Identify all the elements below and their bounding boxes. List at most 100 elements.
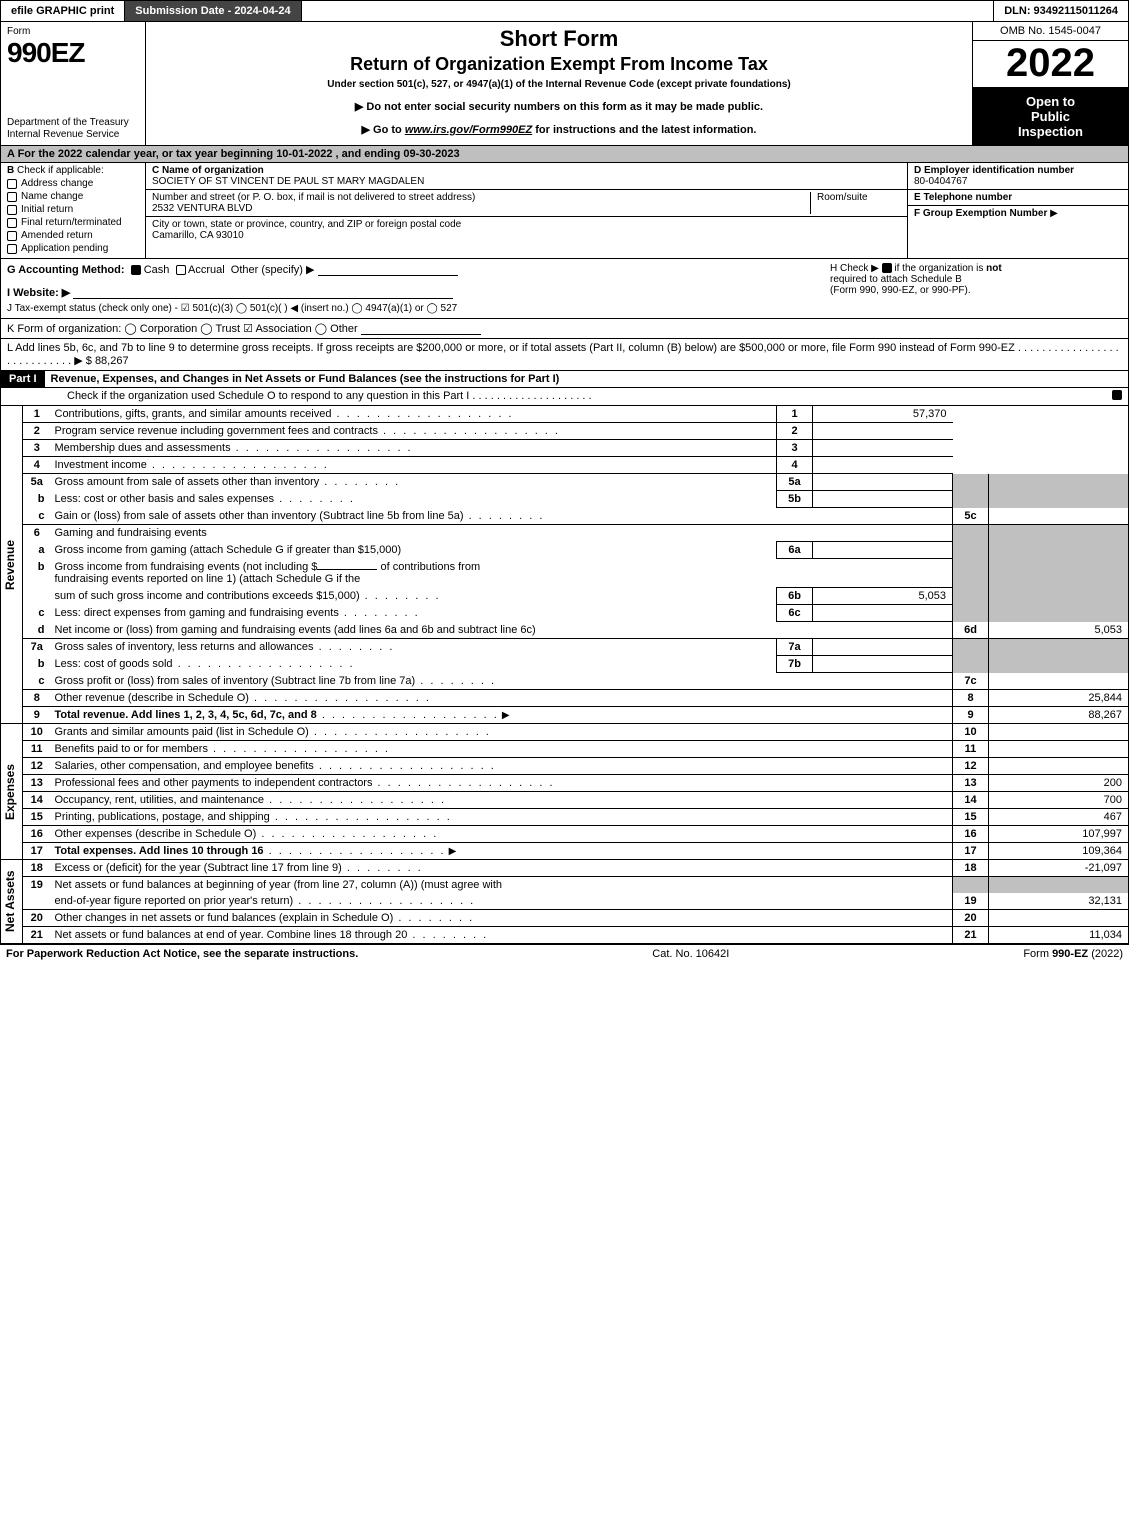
lbl-amended-return: Amended return [21, 230, 93, 241]
l3-num: 3 [23, 440, 51, 457]
l2-val [813, 423, 953, 440]
l5c-num: c [23, 508, 51, 525]
l3-rnum: 3 [777, 440, 813, 457]
h-text2: if the organization is [894, 263, 986, 274]
efile-print-button[interactable]: efile GRAPHIC print [1, 1, 125, 21]
l4-val [813, 457, 953, 474]
chk-initial-return[interactable] [7, 205, 17, 215]
l5a-mid: 5a [777, 474, 813, 491]
chk-address-change[interactable] [7, 179, 17, 189]
ein-value: 80-0404767 [914, 176, 967, 187]
l5b-rshade [953, 491, 989, 508]
l17-desc: Total expenses. Add lines 10 through 16 [55, 845, 264, 857]
box-c: C Name of organization SOCIETY OF ST VIN… [146, 163, 908, 258]
l17-num: 17 [23, 843, 51, 860]
chk-application-pending[interactable] [7, 244, 17, 254]
form-of-org: K Form of organization: ◯ Corporation ◯ … [7, 323, 358, 335]
l5b-num: b [23, 491, 51, 508]
h-text3: required to attach Schedule B [830, 274, 962, 285]
l6c-desc: Less: direct expenses from gaming and fu… [55, 607, 339, 619]
box-b-letter: B [7, 165, 14, 176]
l10-val [989, 724, 1129, 741]
l6-desc: Gaming and fundraising events [51, 525, 953, 542]
l13-num: 13 [23, 775, 51, 792]
h-not: not [986, 263, 1002, 274]
l6b-mval: 5,053 [813, 588, 953, 605]
expenses-table: 10Grants and similar amounts paid (list … [22, 724, 1129, 859]
l12-val [989, 758, 1129, 775]
omb-number: OMB No. 1545-0047 [973, 22, 1128, 41]
chk-final-return[interactable] [7, 218, 17, 228]
short-form-title: Short Form [152, 26, 966, 52]
arrow-icon [502, 709, 510, 721]
l21-num: 21 [23, 927, 51, 944]
form-number: 990EZ [7, 37, 139, 69]
header-center: Short Form Return of Organization Exempt… [146, 22, 973, 145]
l15-desc: Printing, publications, postage, and shi… [55, 811, 270, 823]
netassets-table: 18Excess or (deficit) for the year (Subt… [22, 860, 1129, 943]
l6b-rshade [953, 559, 989, 588]
l14-rnum: 14 [953, 792, 989, 809]
chk-accrual[interactable] [176, 265, 186, 275]
l9-val: 88,267 [989, 707, 1129, 724]
city-label: City or town, state or province, country… [152, 219, 901, 230]
l1-num: 1 [23, 406, 51, 423]
footer-mid: Cat. No. 10642I [652, 948, 729, 960]
l6d-num: d [23, 622, 51, 639]
irs-link[interactable]: www.irs.gov/Form990EZ [405, 124, 532, 136]
l17-val: 109,364 [989, 843, 1129, 860]
lbl-accrual: Accrual [188, 264, 225, 276]
l16-desc: Other expenses (describe in Schedule O) [55, 828, 257, 840]
instr2-pre: ▶ Go to [362, 124, 405, 136]
form-word: Form [7, 26, 139, 37]
spacer [1, 388, 61, 405]
l5b-mval [813, 491, 953, 508]
chk-schedule-o-used[interactable] [1112, 390, 1122, 400]
tax-year: 2022 [973, 41, 1128, 88]
chk-schedule-b-not-required[interactable] [882, 263, 892, 273]
header-right: OMB No. 1545-0047 2022 Open to Public In… [973, 22, 1128, 145]
revenue-section: Revenue 1Contributions, gifts, grants, a… [0, 406, 1129, 724]
h-text4: (Form 990, 990-EZ, or 990-PF). [830, 285, 971, 296]
l15-num: 15 [23, 809, 51, 826]
l8-desc: Other revenue (describe in Schedule O) [55, 692, 249, 704]
l2-rnum: 2 [777, 423, 813, 440]
chk-cash[interactable] [131, 265, 141, 275]
page-footer: For Paperwork Reduction Act Notice, see … [0, 945, 1129, 963]
l18-val: -21,097 [989, 860, 1129, 877]
l19-rshade [953, 877, 989, 894]
l7b-mval [813, 656, 953, 673]
line-l-text: L Add lines 5b, 6c, and 7b to line 9 to … [7, 342, 1119, 367]
dln-label: DLN: 93492115011264 [994, 1, 1128, 21]
l5a-mval [813, 474, 953, 491]
line-h: H Check ▶ if the organization is not req… [822, 263, 1122, 314]
instruction-2: ▶ Go to www.irs.gov/Form990EZ for instru… [152, 123, 966, 136]
website-line [73, 288, 453, 299]
line-k: K Form of organization: ◯ Corporation ◯ … [0, 319, 1129, 339]
part-i-title: Revenue, Expenses, and Changes in Net As… [45, 371, 1128, 387]
l21-rnum: 21 [953, 927, 989, 944]
l7b-vshade [989, 656, 1129, 673]
l6-vshade [989, 525, 1129, 542]
room-label: Room/suite [817, 192, 901, 203]
tax-exempt-status: J Tax-exempt status (check only one) - ☑… [7, 303, 457, 314]
l15-rnum: 15 [953, 809, 989, 826]
l19-d1: Net assets or fund balances at beginning… [55, 879, 503, 891]
open-line1: Open to [977, 94, 1124, 109]
l1-desc: Contributions, gifts, grants, and simila… [55, 408, 332, 420]
l14-num: 14 [23, 792, 51, 809]
l6c-mval [813, 605, 953, 622]
revenue-table: 1 Contributions, gifts, grants, and simil… [22, 406, 1129, 723]
l6-rshade [953, 525, 989, 542]
l6b-num2 [23, 588, 51, 605]
l12-desc: Salaries, other compensation, and employ… [55, 760, 314, 772]
city-value: Camarillo, CA 93010 [152, 230, 901, 241]
header-left: Form 990EZ Department of the Treasury In… [1, 22, 146, 145]
part-i-label: Part I [1, 371, 45, 387]
chk-name-change[interactable] [7, 192, 17, 202]
l9-rnum: 9 [953, 707, 989, 724]
chk-amended-return[interactable] [7, 231, 17, 241]
l8-num: 8 [23, 690, 51, 707]
l20-val [989, 910, 1129, 927]
l19-vshade [989, 877, 1129, 894]
